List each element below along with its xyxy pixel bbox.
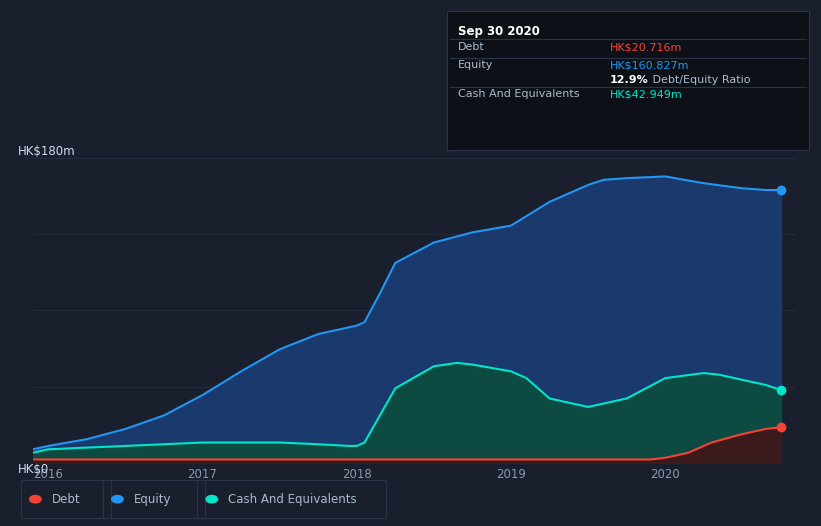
Text: HK$180m: HK$180m <box>17 145 76 158</box>
Text: Sep 30 2020: Sep 30 2020 <box>458 25 540 38</box>
Text: HK$160.827m: HK$160.827m <box>610 60 690 70</box>
Text: Debt: Debt <box>458 42 485 52</box>
Text: 12.9%: 12.9% <box>610 75 649 85</box>
Text: Cash And Equivalents: Cash And Equivalents <box>228 493 357 505</box>
Text: HK$0: HK$0 <box>17 463 48 476</box>
Text: Equity: Equity <box>134 493 172 505</box>
Text: HK$42.949m: HK$42.949m <box>610 89 683 99</box>
Text: Debt/Equity Ratio: Debt/Equity Ratio <box>649 75 751 85</box>
Text: HK$20.716m: HK$20.716m <box>610 42 682 52</box>
Text: Debt: Debt <box>52 493 80 505</box>
Text: Equity: Equity <box>458 60 493 70</box>
Text: Cash And Equivalents: Cash And Equivalents <box>458 89 580 99</box>
